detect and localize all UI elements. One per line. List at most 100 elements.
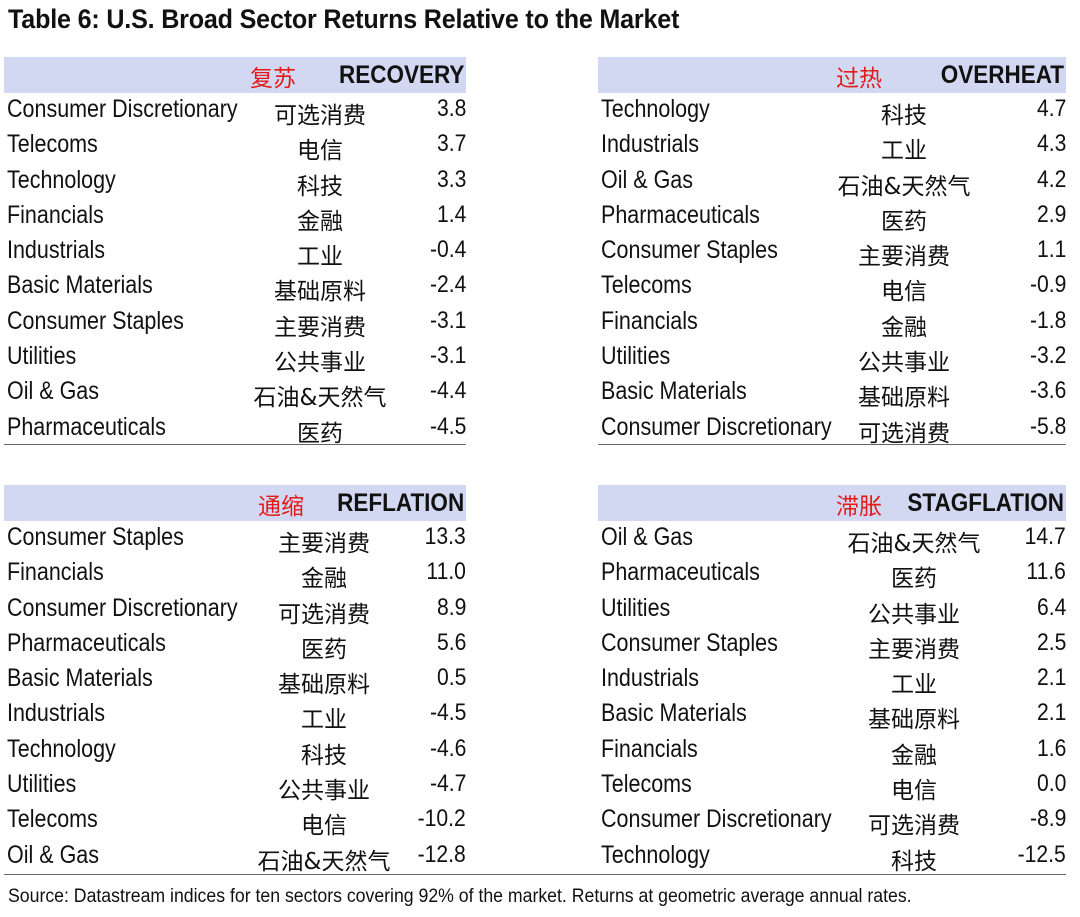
relative-return-value: 2.1 <box>1036 664 1066 692</box>
table-row: Industrials 工业 4.3 <box>598 128 1066 165</box>
overheat-header: 过热 OVERHEAT <box>598 57 1066 93</box>
sector-name: Pharmaceuticals <box>601 200 760 229</box>
table-row: Technology 科技 4.7 <box>598 93 1066 129</box>
table-row: Technology 科技 -4.6 <box>4 733 466 769</box>
table-row: Industrials 工业 -0.4 <box>4 234 466 270</box>
overheat-rows: Technology 科技 4.7 Industrials 工业 4.3 Oil & Gas… <box>598 93 1066 447</box>
sector-name-chinese: 石油&天然气 <box>837 173 971 200</box>
sector-name: Pharmaceuticals <box>601 558 760 587</box>
stagflation-cn-label: 滞胀 <box>836 494 882 520</box>
relative-return-value: 6.4 <box>1036 593 1066 621</box>
sector-name-chinese: 基础原料 <box>868 707 960 734</box>
relative-return-value: 14.7 <box>1024 523 1066 550</box>
table-row: Utilities 公共事业 -3.1 <box>4 340 466 376</box>
sector-name-chinese: 基础原料 <box>274 279 366 306</box>
sector-name: Telecoms <box>7 130 98 159</box>
sector-name: Utilities <box>7 342 77 371</box>
recovery-header: 复苏 RECOVERY <box>4 57 466 93</box>
sector-name-chinese: 金融 <box>297 208 343 235</box>
reflation-cn-label: 通缩 <box>258 494 304 520</box>
table-row: Basic Materials 基础原料 2.1 <box>598 697 1066 734</box>
relative-return-value: 3.8 <box>436 95 466 122</box>
sector-name-chinese: 科技 <box>881 103 927 129</box>
overheat-cn-label: 过热 <box>836 66 882 92</box>
sector-name-chinese: 金融 <box>301 566 347 593</box>
bottom-rule <box>4 874 1066 875</box>
relative-return-value: -4.5 <box>429 699 466 727</box>
table-row: Consumer Staples 主要消费 13.3 <box>4 521 466 557</box>
table-row: Consumer Discretionary 可选消费 8.9 <box>4 592 466 628</box>
sector-name: Pharmaceuticals <box>7 412 166 441</box>
sector-name-chinese: 石油&天然气 <box>253 385 387 412</box>
sector-name-chinese: 电信 <box>891 778 937 805</box>
sector-name: Industrials <box>601 664 699 693</box>
sector-name-chinese: 基础原料 <box>858 385 950 412</box>
sector-name: Basic Materials <box>7 664 153 693</box>
relative-return-value: -3.1 <box>429 306 466 334</box>
sector-name: Technology <box>601 840 710 869</box>
sector-name-chinese: 科技 <box>301 742 347 769</box>
relative-return-value: -8.9 <box>1029 805 1066 833</box>
sector-name-chinese: 工业 <box>301 707 347 734</box>
table-row: Basic Materials 基础原料 -3.6 <box>598 375 1066 412</box>
table-row: Pharmaceuticals 医药 -4.5 <box>4 411 466 447</box>
sector-name: Pharmaceuticals <box>7 628 166 657</box>
recovery-panel: 复苏 RECOVERY Consumer Discretionary 可选消费 3.… <box>4 57 466 447</box>
sector-name-chinese: 工业 <box>881 138 927 165</box>
relative-return-value: 1.6 <box>1036 734 1066 762</box>
sector-name-chinese: 科技 <box>891 848 937 875</box>
table-row: Basic Materials 基础原料 -2.4 <box>4 269 466 306</box>
recovery-rows: Consumer Discretionary 可选消费 3.8 Telecoms 电信 3… <box>4 93 466 447</box>
relative-return-value: -4.7 <box>429 770 466 798</box>
sector-name-chinese: 金融 <box>891 742 937 769</box>
relative-return-value: -4.6 <box>429 734 466 762</box>
reflation-header: 通缩 REFLATION <box>4 485 466 521</box>
relative-return-value: 0.0 <box>1036 770 1066 798</box>
sector-name: Consumer Discretionary <box>601 412 832 441</box>
relative-return-value: 2.5 <box>1036 628 1066 656</box>
sector-name: Utilities <box>7 770 77 799</box>
overheat-en-label: OVERHEAT <box>940 61 1064 89</box>
stagflation-panel: 滞胀 STAGFLATION Oil & Gas 石油&天然气 14.7 Pharma… <box>598 485 1066 875</box>
sector-name: Consumer Staples <box>7 523 184 551</box>
relative-return-value: 2.1 <box>1036 699 1066 727</box>
relative-return-value: 2.9 <box>1036 200 1066 228</box>
sector-name-chinese: 可选消费 <box>858 420 950 447</box>
sector-name: Financials <box>7 558 104 587</box>
table-row: Financials 金融 1.4 <box>4 199 466 235</box>
table-row: Industrials 工业 2.1 <box>598 662 1066 698</box>
table-row: Technology 科技 -12.5 <box>598 839 1066 875</box>
sector-name-chinese: 公共事业 <box>278 778 370 805</box>
sector-name-chinese: 电信 <box>297 138 343 165</box>
table-row: Telecoms 电信 3.7 <box>4 128 466 165</box>
reflation-rows: Consumer Staples 主要消费 13.3 Financials 金融 11.0… <box>4 521 466 875</box>
table-row: Telecoms 电信 0.0 <box>598 768 1066 805</box>
relative-return-value: -0.9 <box>1029 271 1066 299</box>
table-row: Technology 科技 3.3 <box>4 164 466 200</box>
sector-name: Consumer Discretionary <box>7 95 238 123</box>
sector-name: Industrials <box>601 130 699 159</box>
relative-return-value: -5.8 <box>1029 412 1066 440</box>
table-row: Industrials 工业 -4.5 <box>4 697 466 734</box>
table-row: Telecoms 电信 -10.2 <box>4 803 466 839</box>
table-row: Consumer Staples 主要消费 1.1 <box>598 234 1066 270</box>
sector-name: Industrials <box>7 236 105 265</box>
sector-name-chinese: 医药 <box>301 636 347 663</box>
sector-name-chinese: 科技 <box>297 173 343 200</box>
sector-name-chinese: 主要消费 <box>274 314 366 341</box>
sector-name: Industrials <box>7 699 105 728</box>
relative-return-value: 11.0 <box>426 558 466 586</box>
relative-return-value: 4.7 <box>1036 95 1066 122</box>
table-row: Oil & Gas 石油&天然气 -4.4 <box>4 375 466 412</box>
sector-name: Technology <box>7 165 116 194</box>
relative-return-value: 4.2 <box>1036 165 1066 193</box>
sector-name-chinese: 主要消费 <box>868 636 960 663</box>
sector-name-chinese: 电信 <box>881 279 927 306</box>
sector-name-chinese: 石油&天然气 <box>257 848 391 875</box>
sector-name: Utilities <box>601 342 671 371</box>
relative-return-value: 1.1 <box>1036 236 1066 264</box>
table-row: Consumer Discretionary 可选消费 -5.8 <box>598 411 1066 447</box>
relative-return-value: -3.1 <box>429 342 466 370</box>
sector-name: Consumer Staples <box>7 306 184 335</box>
top-left-rule <box>4 444 466 445</box>
